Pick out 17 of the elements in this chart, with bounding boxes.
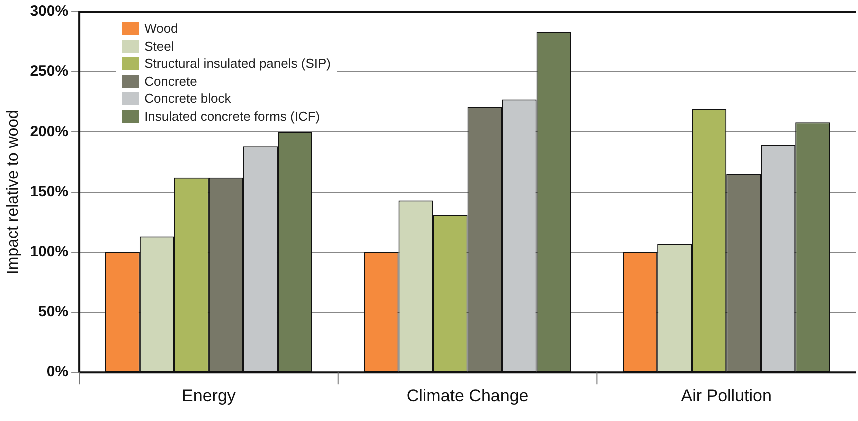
y-tick-label: 250% xyxy=(30,63,69,80)
legend-label: Structural insulated panels (SIP) xyxy=(144,56,331,72)
y-tick-label: 200% xyxy=(30,123,69,140)
x-tick-label: Air Pollution xyxy=(681,386,772,406)
y-tick-label: 150% xyxy=(30,183,69,200)
y-tick-label: 0% xyxy=(46,364,69,381)
x-tick-label: Energy xyxy=(182,386,236,406)
legend-label: Concrete xyxy=(144,74,198,89)
x-tick-label: Climate Change xyxy=(406,386,529,406)
y-tick-label: 50% xyxy=(38,304,69,321)
legend-label: Concrete block xyxy=(144,91,232,106)
legend-label: Wood xyxy=(144,21,178,36)
y-axis-title: Impact relative to wood xyxy=(5,110,22,275)
legend-label: Insulated concrete forms (ICF) xyxy=(144,108,320,124)
legend-label: Steel xyxy=(144,38,174,54)
y-tick-label: 100% xyxy=(30,244,69,261)
y-tick-label: 300% xyxy=(30,3,69,20)
